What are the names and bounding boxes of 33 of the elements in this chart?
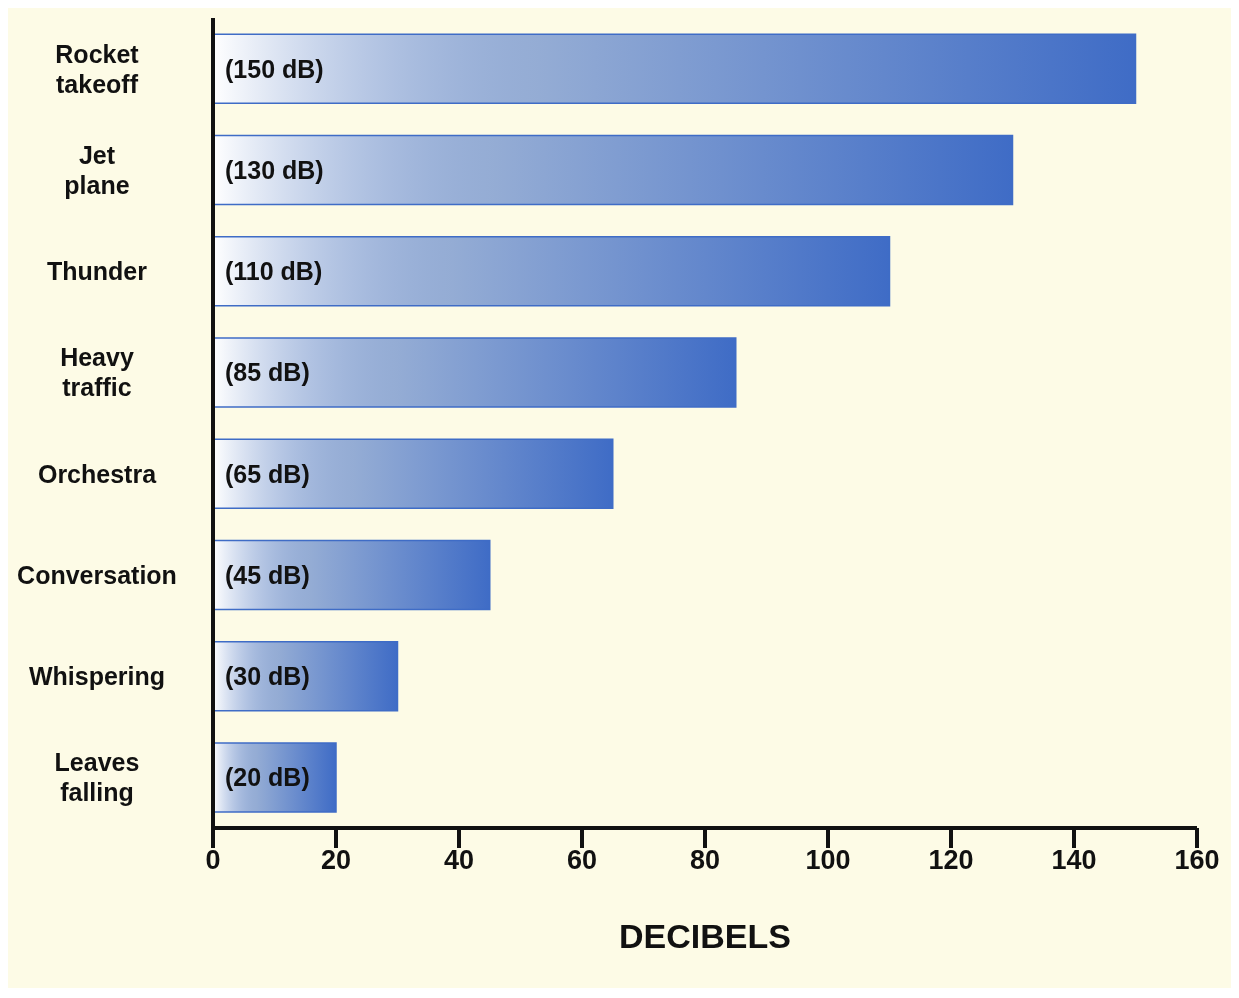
data-label: (130 dB) xyxy=(225,155,324,184)
y-tick-label: Jet plane xyxy=(64,140,130,199)
data-label: (65 dB) xyxy=(225,459,310,488)
y-tick-label: Thunder xyxy=(47,257,148,286)
x-axis-title: DECIBELS xyxy=(619,917,791,955)
x-tick-label: 60 xyxy=(566,845,598,876)
x-tick-label: 160 xyxy=(1174,845,1220,876)
bar xyxy=(213,640,399,712)
data-label: (85 dB) xyxy=(225,358,310,387)
x-tick-label: 40 xyxy=(443,845,475,876)
x-tick-label: 100 xyxy=(805,845,851,876)
y-tick-label: Heavy traffic xyxy=(60,343,134,402)
bar xyxy=(213,33,1137,104)
data-label: (45 dB) xyxy=(225,560,310,589)
y-tick-label: Rocket takeoff xyxy=(55,39,140,98)
x-tick-label: 120 xyxy=(928,845,974,876)
data-label: (110 dB) xyxy=(225,257,323,286)
data-label: (150 dB) xyxy=(225,54,324,83)
y-tick-label: Leaves falling xyxy=(54,748,140,807)
bar xyxy=(213,337,737,408)
bar xyxy=(213,438,614,509)
x-tick-label: 80 xyxy=(689,845,721,876)
y-tick-label: Orchestra xyxy=(37,459,158,488)
y-tick-label: Whispering xyxy=(28,662,166,691)
data-label: (20 dB) xyxy=(225,763,310,792)
bar xyxy=(213,539,491,611)
x-tick-label: 140 xyxy=(1051,845,1097,876)
bar xyxy=(213,235,891,307)
x-tick-label: 20 xyxy=(320,845,352,876)
x-tick-label: 0 xyxy=(205,845,221,876)
bar xyxy=(213,134,1014,206)
y-tick-label: Conversation xyxy=(17,560,177,589)
data-label: (30 dB) xyxy=(225,662,310,691)
